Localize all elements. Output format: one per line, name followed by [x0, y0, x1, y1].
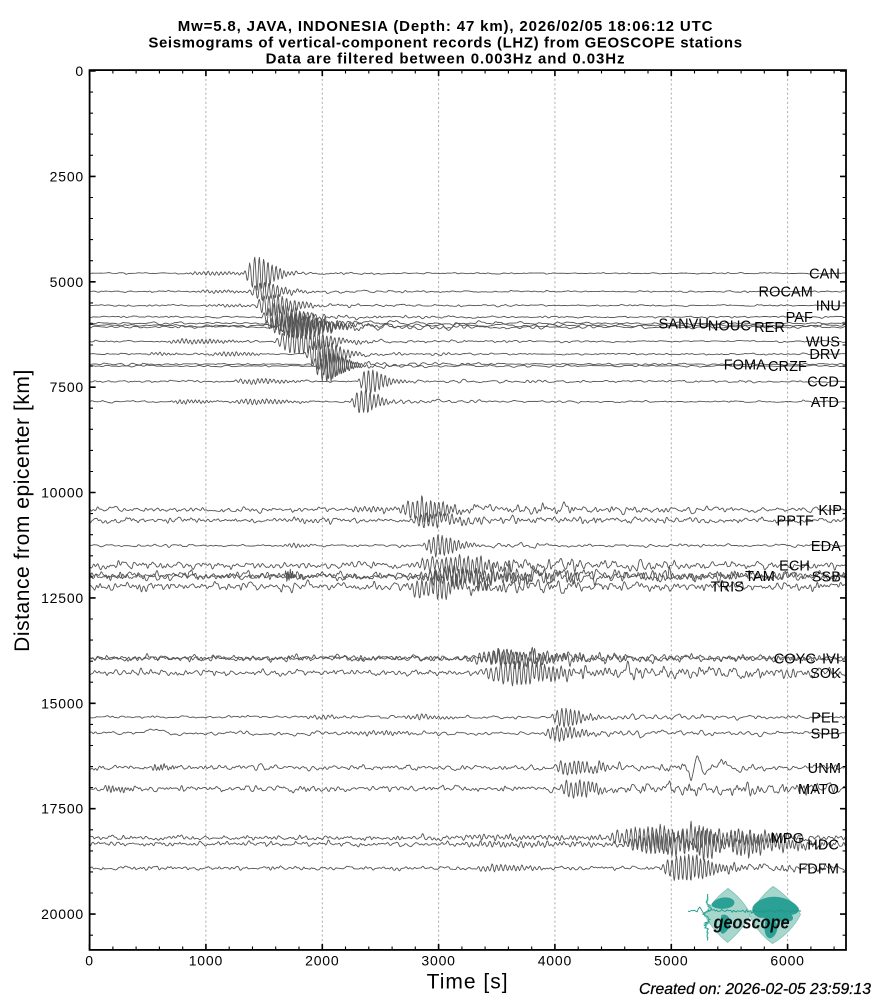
svg-text:Distance from epicenter [km]: Distance from epicenter [km]: [11, 369, 34, 652]
svg-text:2000: 2000: [305, 953, 339, 969]
svg-text:NOUC: NOUC: [708, 319, 751, 335]
svg-text:KIP: KIP: [818, 503, 842, 519]
svg-text:PEL: PEL: [811, 710, 839, 726]
svg-text:ECH: ECH: [779, 559, 810, 575]
svg-text:12500: 12500: [41, 590, 84, 606]
svg-text:15000: 15000: [41, 695, 84, 711]
svg-text:FOMA: FOMA: [724, 357, 767, 373]
svg-text:3000: 3000: [421, 953, 455, 969]
svg-text:TAM: TAM: [745, 569, 775, 585]
svg-text:6000: 6000: [770, 953, 804, 969]
svg-text:1000: 1000: [189, 953, 223, 969]
svg-text:Mw=5.8, JAVA, INDONESIA (Depth: Mw=5.8, JAVA, INDONESIA (Depth: 47 km), …: [178, 18, 714, 35]
svg-text:Time [s]: Time [s]: [427, 971, 509, 994]
svg-text:2500: 2500: [50, 168, 84, 184]
svg-text:Data are filtered between 0.00: Data are filtered between 0.003Hz and 0.…: [266, 51, 626, 68]
svg-text:CCD: CCD: [807, 375, 839, 391]
svg-text:UNM: UNM: [808, 761, 841, 777]
svg-text:PPTF: PPTF: [777, 514, 814, 530]
svg-text:geoscope: geoscope: [713, 913, 790, 933]
svg-text:5000: 5000: [654, 953, 688, 969]
svg-text:FDFM: FDFM: [798, 861, 839, 877]
svg-text:SOK: SOK: [810, 666, 841, 682]
svg-text:0: 0: [85, 953, 94, 969]
svg-text:INU: INU: [816, 299, 841, 315]
svg-text:HDC: HDC: [807, 837, 839, 853]
svg-text:COYC: COYC: [774, 651, 816, 667]
svg-text:WUS: WUS: [806, 335, 840, 351]
svg-text:IVI: IVI: [822, 652, 840, 668]
svg-text:Created on: 2026-02-05 23:59:1: Created on: 2026-02-05 23:59:13: [639, 981, 871, 998]
svg-text:EDA: EDA: [811, 539, 841, 555]
svg-text:7500: 7500: [50, 379, 84, 395]
svg-text:10000: 10000: [41, 485, 84, 501]
svg-text:SSB: SSB: [812, 570, 841, 586]
svg-text:5000: 5000: [50, 274, 84, 290]
svg-text:SANVU: SANVU: [659, 317, 709, 333]
svg-text:20000: 20000: [41, 906, 84, 922]
svg-text:RER: RER: [754, 320, 785, 336]
svg-text:MATO: MATO: [798, 782, 839, 798]
svg-text:17500: 17500: [41, 801, 84, 817]
svg-text:TRIS: TRIS: [711, 580, 744, 596]
svg-text:Seismograms of vertical-compon: Seismograms of vertical-component record…: [148, 34, 742, 51]
svg-text:0: 0: [75, 63, 84, 79]
svg-text:CRZF: CRZF: [768, 359, 807, 375]
svg-text:DRV: DRV: [809, 347, 840, 363]
svg-text:MPG: MPG: [771, 831, 804, 847]
svg-text:PAF: PAF: [786, 310, 813, 326]
svg-text:4000: 4000: [538, 953, 572, 969]
svg-text:SPB: SPB: [811, 727, 840, 743]
svg-text:ATD: ATD: [811, 395, 839, 411]
svg-text:ROCAM: ROCAM: [759, 285, 813, 301]
svg-text:CAN: CAN: [809, 267, 840, 283]
